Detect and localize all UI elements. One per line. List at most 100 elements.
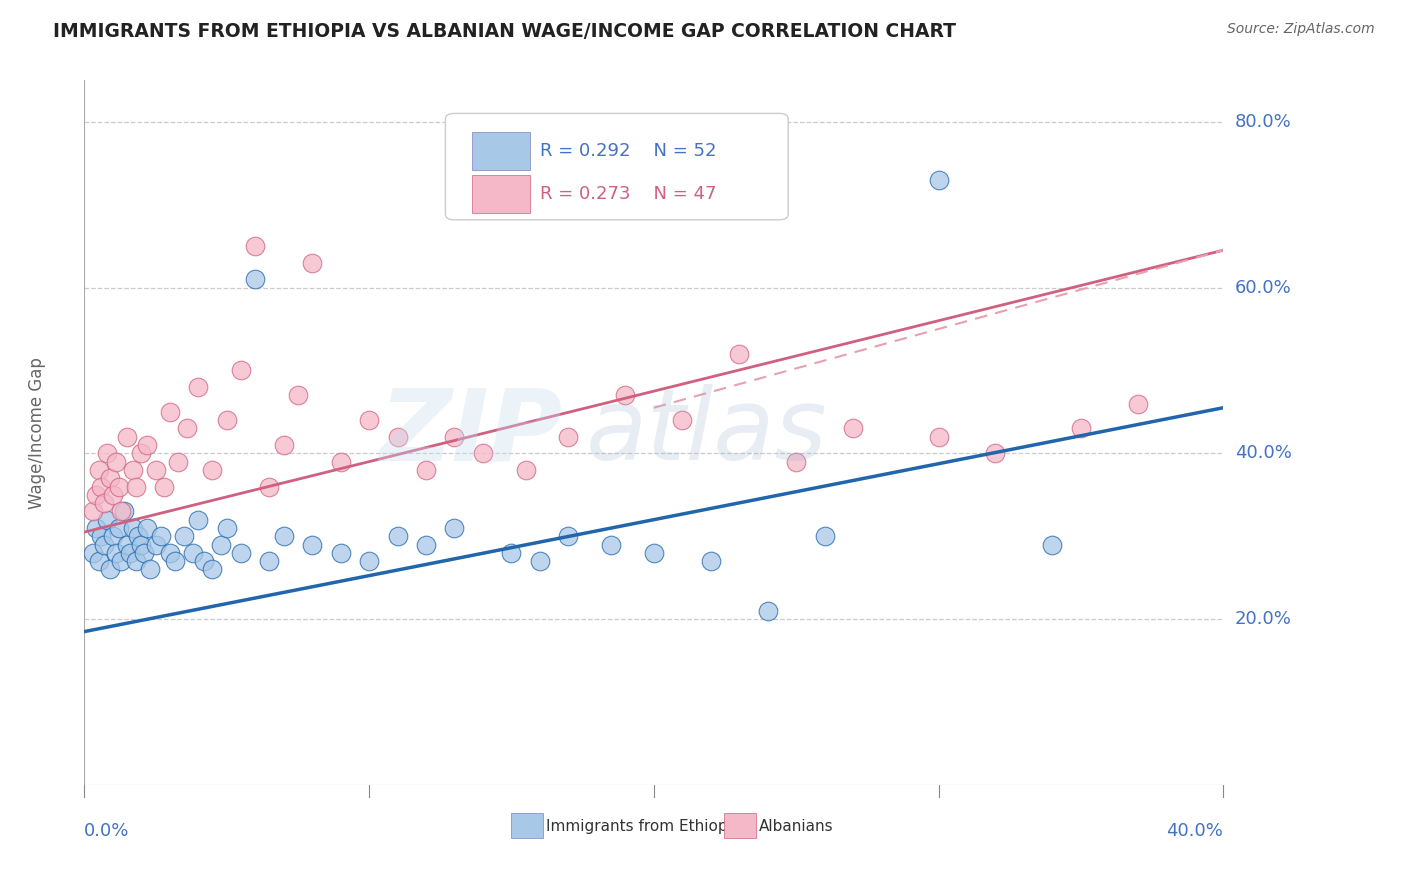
Point — [1126, 396, 1149, 410]
Point — [329, 455, 352, 469]
Point — [756, 604, 779, 618]
Point — [159, 546, 181, 560]
FancyBboxPatch shape — [471, 132, 530, 170]
Point — [557, 529, 579, 543]
Point — [1070, 421, 1092, 435]
Point — [176, 421, 198, 435]
Point — [115, 537, 138, 551]
Point — [82, 504, 104, 518]
Text: Wage/Income Gap: Wage/Income Gap — [28, 357, 45, 508]
Point — [131, 537, 153, 551]
Point — [814, 529, 837, 543]
Point — [273, 529, 295, 543]
Point — [187, 380, 209, 394]
Point — [124, 554, 146, 568]
Text: Immigrants from Ethiopia: Immigrants from Ethiopia — [546, 819, 741, 834]
Point — [614, 388, 637, 402]
Point — [515, 463, 537, 477]
FancyBboxPatch shape — [446, 113, 789, 219]
Point — [245, 239, 267, 253]
Point — [259, 554, 281, 568]
Text: atlas: atlas — [585, 384, 827, 481]
Point — [984, 446, 1007, 460]
Text: 60.0%: 60.0% — [1234, 278, 1291, 296]
Point — [153, 479, 176, 493]
Text: 40.0%: 40.0% — [1167, 822, 1223, 840]
Point — [209, 537, 232, 551]
Point — [150, 529, 173, 543]
Point — [187, 513, 209, 527]
FancyBboxPatch shape — [471, 175, 530, 213]
Point — [110, 554, 132, 568]
Point — [301, 537, 323, 551]
Text: 20.0%: 20.0% — [1234, 610, 1292, 628]
Text: ZIP: ZIP — [380, 384, 562, 481]
Point — [928, 430, 950, 444]
Point — [101, 529, 124, 543]
Point — [273, 438, 295, 452]
Text: IMMIGRANTS FROM ETHIOPIA VS ALBANIAN WAGE/INCOME GAP CORRELATION CHART: IMMIGRANTS FROM ETHIOPIA VS ALBANIAN WAG… — [53, 22, 956, 41]
Point — [87, 463, 110, 477]
Point — [101, 488, 124, 502]
Point — [700, 554, 723, 568]
Point — [181, 546, 204, 560]
Point — [145, 537, 167, 551]
Point — [107, 521, 129, 535]
Point — [259, 479, 281, 493]
Point — [215, 521, 238, 535]
Point — [145, 463, 167, 477]
Point — [131, 446, 153, 460]
Point — [90, 529, 112, 543]
Point — [359, 554, 381, 568]
Point — [93, 496, 115, 510]
Point — [104, 546, 127, 560]
Point — [134, 546, 156, 560]
Point — [387, 529, 409, 543]
Point — [193, 554, 215, 568]
Point — [115, 430, 138, 444]
Point — [87, 554, 110, 568]
Point — [104, 455, 127, 469]
Point — [415, 537, 437, 551]
FancyBboxPatch shape — [724, 814, 756, 838]
Point — [329, 546, 352, 560]
Point — [842, 421, 865, 435]
Point — [165, 554, 187, 568]
Point — [84, 521, 107, 535]
Point — [201, 562, 224, 576]
Point — [159, 405, 181, 419]
Point — [167, 455, 190, 469]
Point — [90, 479, 112, 493]
Point — [501, 546, 523, 560]
Point — [98, 562, 121, 576]
Point — [96, 513, 118, 527]
Point — [301, 255, 323, 269]
Text: Source: ZipAtlas.com: Source: ZipAtlas.com — [1227, 22, 1375, 37]
Text: R = 0.273    N = 47: R = 0.273 N = 47 — [540, 185, 717, 202]
Point — [201, 463, 224, 477]
Point — [600, 537, 623, 551]
Point — [671, 413, 693, 427]
Point — [785, 455, 807, 469]
Point — [127, 529, 149, 543]
Point — [229, 363, 252, 377]
Point — [928, 173, 950, 187]
Point — [107, 479, 129, 493]
FancyBboxPatch shape — [512, 814, 543, 838]
Point — [98, 471, 121, 485]
Point — [93, 537, 115, 551]
Point — [124, 479, 146, 493]
Point — [229, 546, 252, 560]
Point — [643, 546, 665, 560]
Point — [110, 504, 132, 518]
Point — [415, 463, 437, 477]
Point — [121, 521, 143, 535]
Point — [245, 272, 267, 286]
Point — [215, 413, 238, 427]
Point — [136, 438, 159, 452]
Text: 80.0%: 80.0% — [1234, 112, 1291, 131]
Text: 0.0%: 0.0% — [84, 822, 129, 840]
Text: Albanians: Albanians — [759, 819, 834, 834]
Point — [359, 413, 381, 427]
Point — [82, 546, 104, 560]
